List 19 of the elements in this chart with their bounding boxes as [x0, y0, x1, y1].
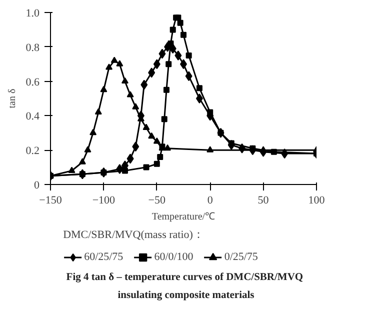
legend-label: 0/25/75 [224, 251, 258, 263]
legend-label: 60/25/75 [84, 251, 124, 263]
y-tick-label: 1.0 [26, 8, 40, 20]
y-axis-title: tan δ [6, 88, 18, 108]
x-tick-label: 50 [258, 194, 270, 206]
y-tick-label: 0 [34, 180, 40, 192]
x-tick-label: 0 [207, 194, 214, 206]
x-axis-title: Temperature/℃ [152, 212, 216, 222]
legend-label: 60/0/100 [154, 251, 194, 263]
x-tick-label: −50 [148, 194, 166, 206]
y-tick-label: 0.6 [26, 76, 40, 88]
y-tick-label: 0.8 [26, 42, 40, 54]
legend-title: DMC/SBR/MVQ(mass ratio)： [63, 228, 205, 242]
y-tick-label: 0.2 [26, 145, 40, 158]
x-tick-label: 100 [308, 194, 326, 206]
text: Fig 4 tan δ – temperature curves of DMC/SBR/MVQ insulating composite materials [66, 272, 304, 301]
x-tick-label: −150 [39, 194, 62, 206]
x-tick-label: −100 [92, 194, 116, 206]
y-tick-label: 0.4 [26, 110, 40, 123]
